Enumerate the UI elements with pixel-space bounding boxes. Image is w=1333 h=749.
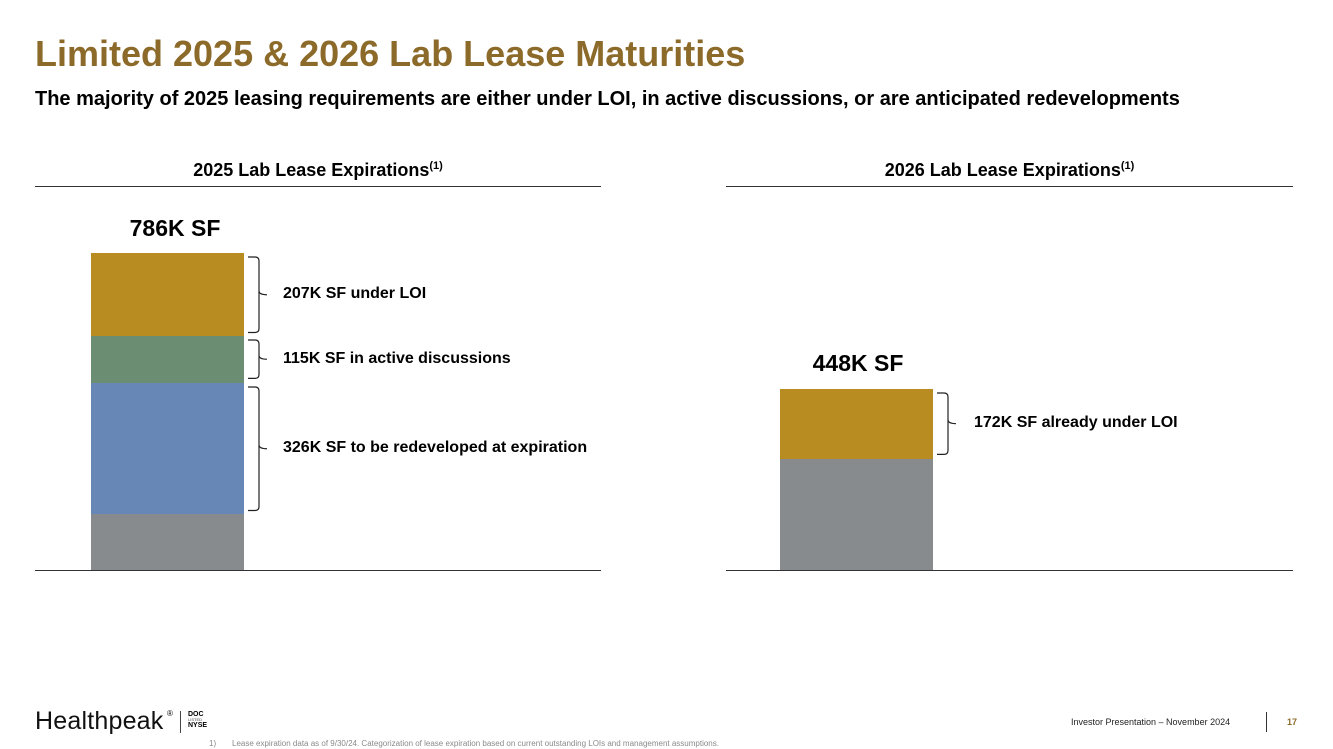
annotation-brace — [248, 339, 268, 380]
chart-2026-title-text: 2026 Lab Lease Expirations — [884, 160, 1121, 180]
chart-2025-title: 2025 Lab Lease Expirations(1) — [35, 160, 601, 184]
bar-segment-in-active-discussions — [91, 336, 244, 383]
page-subtitle: The majority of 2025 leasing requirement… — [35, 88, 1180, 110]
chart-2026-top-rule — [726, 186, 1293, 187]
bar-segment-to-be-redeveloped-at-expiration — [91, 382, 244, 515]
annotation-brace — [248, 386, 268, 511]
footnote: 1) Lease expiration data as of 9/30/24. C… — [209, 739, 719, 748]
chart-2026-total-label: 448K SF — [812, 350, 904, 376]
chart-2025-top-rule — [35, 186, 601, 187]
chart-2025-baseline — [35, 570, 601, 571]
registered-mark: ® — [167, 709, 173, 718]
ticker-listed: LISTED — [188, 717, 203, 722]
annotation-label: 172K SF already under LOI — [974, 414, 1178, 431]
logo-divider — [180, 711, 181, 733]
annotation-brace — [937, 392, 957, 456]
annotation-label: 115K SF in active discussions — [283, 349, 511, 367]
presentation-label: Investor Presentation – November 2024 — [1071, 717, 1231, 727]
page-number: 17 — [1287, 717, 1298, 727]
annotation-brace — [248, 256, 268, 334]
page-title: Limited 2025 & 2026 Lab Lease Maturities — [35, 33, 746, 74]
bar-segment-other — [780, 458, 933, 570]
bar-segment-already-under-loi — [780, 389, 933, 459]
chart-2026-footnote-ref: (1) — [1120, 160, 1135, 172]
bar-segment-other — [91, 514, 244, 570]
chart-2026-baseline — [726, 570, 1293, 571]
nyse-ticker-badge: DOC LISTED NYSE — [188, 711, 212, 729]
annotation-label: 326K SF to be redeveloped at expiration — [283, 438, 588, 456]
annotation-label: 207K SF under LOI — [283, 284, 427, 302]
chart-2025-title-text: 2025 Lab Lease Expirations — [193, 160, 430, 180]
footer-divider — [1266, 712, 1267, 732]
bar-segment-under-loi — [91, 253, 244, 337]
chart-2026-title: 2026 Lab Lease Expirations(1) — [726, 160, 1293, 184]
footnote-text: Lease expiration data as of 9/30/24. Cat… — [232, 739, 719, 748]
footnote-number: 1) — [209, 739, 217, 748]
ticker-symbol: DOC — [188, 711, 204, 718]
chart-2025-footnote-ref: (1) — [429, 160, 443, 172]
healthpeak-logo: Healthpeak — [35, 707, 164, 735]
ticker-exchange: NYSE — [188, 722, 208, 729]
chart-2025-total-label: 786K SF — [129, 215, 221, 241]
